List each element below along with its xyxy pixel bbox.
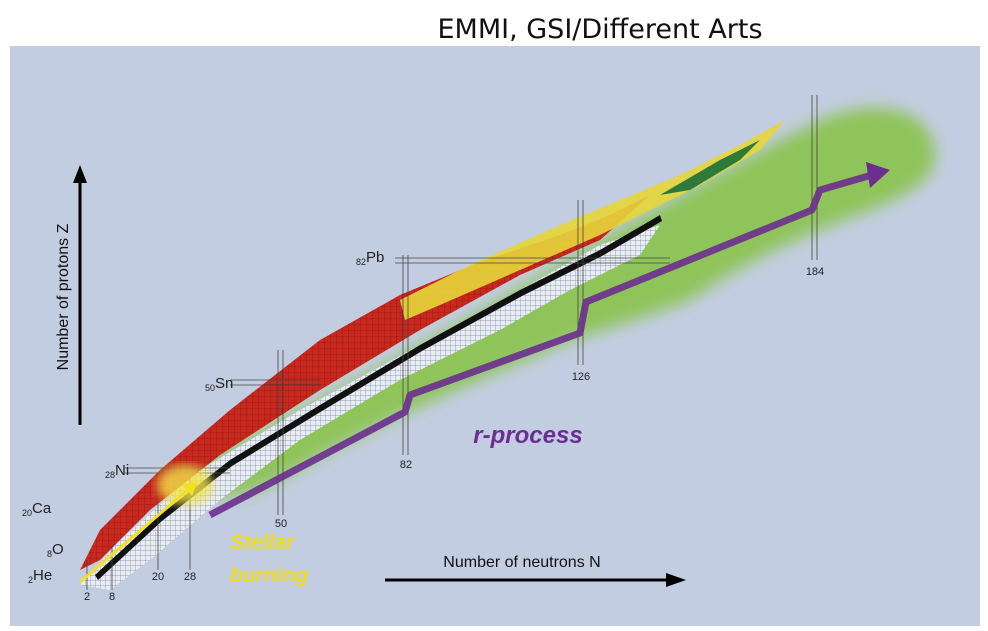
element-symbol: Ni xyxy=(115,462,129,479)
proton-number: 2 xyxy=(28,575,33,585)
neutron-rich-nuclides xyxy=(80,225,660,590)
element-label: 2He xyxy=(28,567,52,585)
element-symbol: He xyxy=(33,567,52,584)
element-label: 28Ni xyxy=(105,462,129,480)
magic-number: 20 xyxy=(152,571,164,583)
stellar-label: burning xyxy=(230,564,308,587)
proton-number: 82 xyxy=(356,257,366,267)
r-process-label: r-process xyxy=(473,422,582,449)
magic-number: 126 xyxy=(572,371,590,383)
r-process-region xyxy=(190,107,936,498)
proton-number: 8 xyxy=(47,549,52,559)
r-process-arrowhead xyxy=(866,162,890,188)
z-axis-arrowhead xyxy=(73,165,87,183)
stable-nuclides xyxy=(95,215,662,580)
element-label: 8O xyxy=(47,541,64,559)
element-symbol: Sn xyxy=(215,375,233,392)
element-label: 50Sn xyxy=(205,375,233,393)
stellar-arrow xyxy=(79,486,191,584)
magic-number: 8 xyxy=(109,591,115,603)
superheavy-nuclides xyxy=(660,140,760,195)
proton-number: 20 xyxy=(22,508,32,518)
element-label: 20Ca xyxy=(22,500,52,518)
proton-number: 50 xyxy=(205,383,215,393)
heavy-nuclides xyxy=(400,120,785,320)
z-axis-label: Number of protons Z xyxy=(55,223,72,370)
magic-lines xyxy=(86,95,818,590)
element-symbol: O xyxy=(52,541,64,558)
n-axis-label: Number of neutrons N xyxy=(443,554,600,571)
credit: EMMI, GSI/Different Arts xyxy=(437,14,762,45)
stellar-arrowhead xyxy=(182,481,198,496)
n-axis-arrowhead xyxy=(666,573,686,587)
magic-number: 184 xyxy=(806,266,824,278)
proton-number: 28 xyxy=(105,470,115,480)
magic-number: 82 xyxy=(400,459,412,471)
element-label: 82Pb xyxy=(356,249,384,267)
element-symbol: Pb xyxy=(366,249,384,266)
element-symbol: Ca xyxy=(32,500,52,517)
magic-number: 50 xyxy=(275,518,287,530)
magic-number: 2 xyxy=(84,591,90,603)
stellar-label: Stellar xyxy=(230,531,296,554)
r-process-path xyxy=(208,171,873,519)
magic-number: 28 xyxy=(184,571,196,583)
